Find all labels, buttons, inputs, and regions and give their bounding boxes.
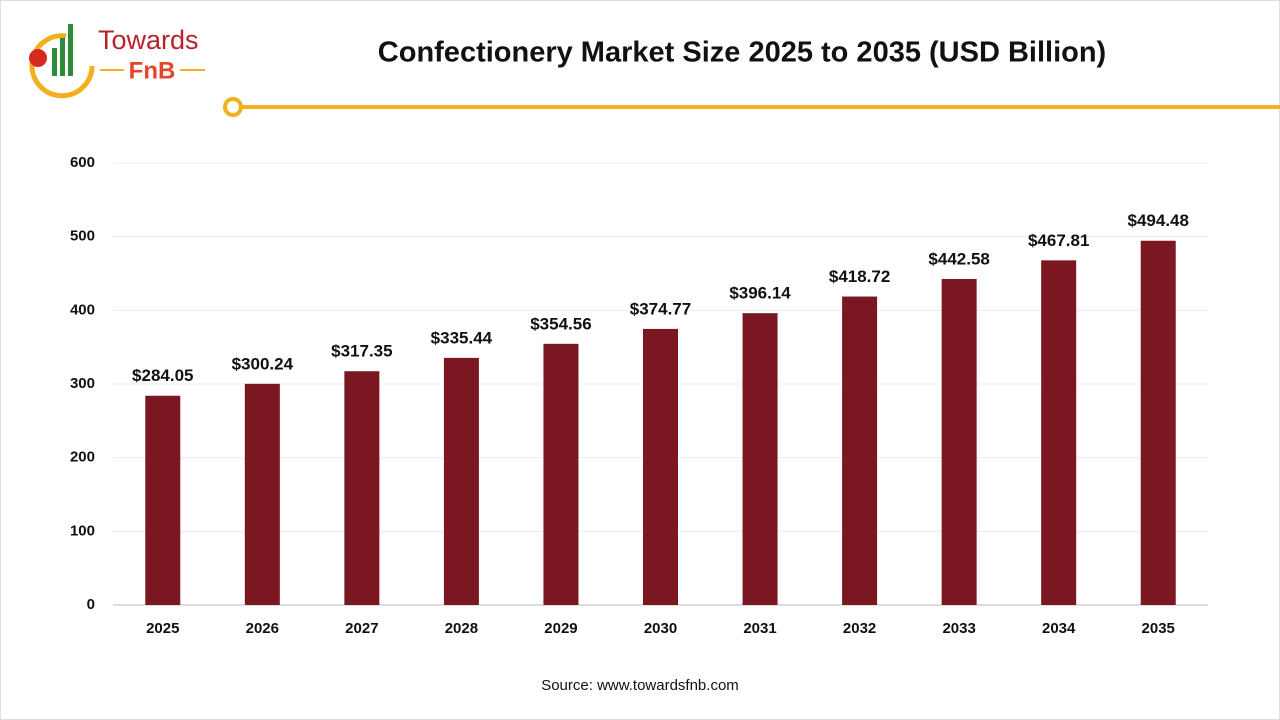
- x-tick-label: 2035: [1142, 620, 1175, 637]
- bar: [344, 371, 380, 605]
- divider-dot: [223, 97, 243, 117]
- y-tick-label: 400: [70, 301, 95, 318]
- x-tick-label: 2027: [345, 620, 378, 637]
- bar: [1041, 260, 1077, 605]
- bar: [1140, 240, 1176, 605]
- y-tick-label: 0: [87, 596, 95, 613]
- chart-title: Confectionery Market Size 2025 to 2035 (…: [378, 37, 1106, 69]
- x-tick-label: 2028: [445, 620, 478, 637]
- value-label: $300.24: [232, 354, 294, 373]
- value-label: $396.14: [729, 284, 791, 303]
- x-tick-label: 2029: [544, 620, 577, 637]
- logo-text: FnB: [129, 57, 176, 84]
- x-tick-label: 2026: [246, 620, 279, 637]
- logo-dot: [29, 49, 47, 67]
- bar: [443, 357, 479, 605]
- bar: [543, 343, 579, 605]
- y-tick-label: 200: [70, 449, 95, 466]
- value-label: $494.48: [1128, 211, 1189, 230]
- x-tick-label: 2033: [942, 620, 975, 637]
- y-tick-label: 500: [70, 228, 95, 245]
- x-tick-label: 2030: [644, 620, 677, 637]
- bar: [842, 296, 878, 605]
- bar: [244, 383, 280, 605]
- logo-arc: [29, 33, 95, 99]
- x-tick-label: 2032: [843, 620, 876, 637]
- x-tick-label: 2031: [743, 620, 776, 637]
- value-label: $374.77: [630, 299, 691, 318]
- logo: Towards FnB: [29, 24, 205, 99]
- logo-bar: [60, 38, 65, 76]
- bar: [941, 278, 977, 605]
- y-tick-label: 600: [70, 154, 95, 171]
- x-tick-label: 2025: [146, 620, 179, 637]
- source: Source: www.towardsfnb.com: [541, 677, 739, 694]
- logo-text: Towards: [98, 25, 199, 55]
- bar: [643, 328, 678, 605]
- bar: [145, 395, 181, 605]
- value-label: $284.05: [132, 366, 193, 385]
- value-label: $354.56: [530, 314, 591, 333]
- value-label: $467.81: [1028, 231, 1089, 250]
- y-tick-label: 300: [70, 375, 95, 392]
- logo-bar: [52, 48, 57, 76]
- logo-bar: [68, 24, 73, 76]
- bar: [742, 313, 778, 605]
- x-tick-label: 2034: [1042, 620, 1076, 637]
- value-label: $442.58: [928, 249, 989, 268]
- value-label: $418.72: [829, 267, 890, 286]
- y-tick-label: 100: [70, 522, 95, 539]
- value-label: $317.35: [331, 342, 392, 361]
- value-label: $335.44: [431, 328, 493, 347]
